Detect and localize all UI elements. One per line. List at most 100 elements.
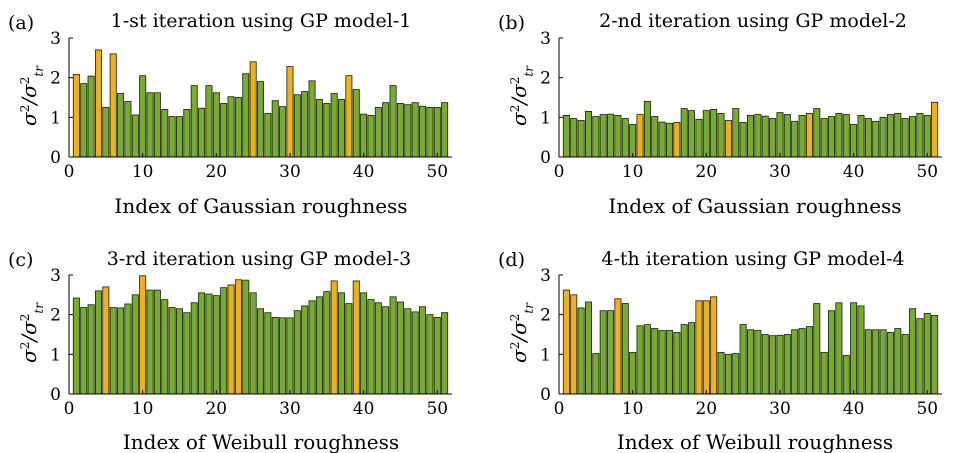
panel-c-bar-21 <box>220 287 228 395</box>
panel-c-bar-15 <box>175 308 183 395</box>
panel-c-bar-20 <box>212 295 220 395</box>
panel-a-bar-11 <box>146 92 154 158</box>
panel-a-bar-36 <box>330 93 338 158</box>
panel-c-bar-44 <box>389 296 397 395</box>
panel-c-bar-38 <box>345 303 353 395</box>
panel-d-bar-20 <box>702 300 710 395</box>
panel-c-title: 3-rd iteration using GP model-3 <box>107 248 412 270</box>
panel-c-bar-13 <box>161 299 169 395</box>
panel-b-ytick-label-3: 3 <box>540 29 551 49</box>
panel-c-axes: 0 10 20 30 40 50 0 1 2 3 <box>50 266 452 419</box>
panel-d: (d) 4-th iteration using GP model-4 Inde… <box>498 248 942 453</box>
panel-b-bar-14 <box>658 121 666 158</box>
panel-b-bar-42 <box>864 118 872 158</box>
panel-a-bar-31 <box>293 94 301 158</box>
panel-b-bar-34 <box>805 112 813 158</box>
panel-a: (a) 1-st iteration using GP model-1 Inde… <box>8 10 452 218</box>
panel-a-bar-13 <box>161 109 169 158</box>
panel-b-bar-16 <box>673 122 681 158</box>
panel-c-bar-22 <box>227 284 235 395</box>
panel-c-letter: (c) <box>8 249 33 271</box>
panel-b-bar-13 <box>651 116 659 158</box>
panel-a-xtick-label-50: 50 <box>426 162 448 182</box>
panel-d-bar-37 <box>828 310 836 395</box>
panel-b-bar-1 <box>562 114 570 158</box>
panel-a-bar-29 <box>279 106 287 158</box>
panel-c-bar-46 <box>404 308 412 395</box>
panel-c-ytick-label-3: 3 <box>50 266 61 286</box>
panel-b-bar-23 <box>724 120 732 158</box>
panel-c-bar-25 <box>249 292 257 395</box>
panel-c: (c) 3-rd iteration using GP model-3 Inde… <box>8 248 452 453</box>
panel-b-bar-43 <box>872 120 880 158</box>
panel-d-bar-43 <box>872 329 880 395</box>
panel-d-bar-41 <box>857 305 865 395</box>
panel-c-bar-10 <box>139 275 147 395</box>
panel-b-bar-20 <box>702 110 710 158</box>
panel-d-bar-50 <box>923 313 931 395</box>
panel-c-ytick-label-2: 2 <box>50 306 61 326</box>
panel-a-ytick-label-1: 1 <box>50 108 61 128</box>
panel-b-bar-15 <box>665 122 673 158</box>
panel-a-bars <box>72 49 449 158</box>
svg-text:σ2/σ2tr: σ2/σ2tr <box>17 65 46 126</box>
panel-c-xtick-label-20: 20 <box>205 399 227 419</box>
panel-b-bar-32 <box>791 120 799 158</box>
panel-d-bar-34 <box>805 326 813 395</box>
panel-d-bar-24 <box>732 353 740 395</box>
panel-a-ytick-label-3: 3 <box>50 29 61 49</box>
panel-c-bar-9 <box>131 294 139 395</box>
panel-c-bar-2 <box>80 307 88 395</box>
panel-a-bar-10 <box>139 75 147 158</box>
panel-c-bar-1 <box>72 297 80 395</box>
panel-d-bar-17 <box>680 324 688 395</box>
panel-c-xtick-label-10: 10 <box>132 399 154 419</box>
panel-c-bar-34 <box>315 296 323 395</box>
panel-a-bar-38 <box>345 75 353 158</box>
panel-c-bar-31 <box>293 310 301 395</box>
panel-b-bar-24 <box>732 108 740 158</box>
panel-c-xtick-label-40: 40 <box>353 399 375 419</box>
panel-a-bar-33 <box>308 80 316 158</box>
panel-d-bar-19 <box>695 300 703 395</box>
panel-a-bar-8 <box>124 101 132 158</box>
panel-c-bar-37 <box>338 292 346 395</box>
panel-d-bar-39 <box>842 355 850 395</box>
panel-a-bar-3 <box>87 75 95 158</box>
panel-d-ylabel: σ2/σ2tr <box>507 302 536 363</box>
panel-c-bar-43 <box>382 306 390 395</box>
panel-a-bar-24 <box>242 73 250 158</box>
panel-d-bar-26 <box>747 329 754 395</box>
panel-b-bar-10 <box>629 124 637 158</box>
panel-d-bar-13 <box>651 328 659 395</box>
panel-c-bar-49 <box>426 314 434 395</box>
panel-d-bar-16 <box>673 332 681 395</box>
panel-d-bar-9 <box>621 303 629 395</box>
panel-a-bar-28 <box>271 100 279 158</box>
panel-d-bar-38 <box>835 302 843 395</box>
panel-a-bar-26 <box>257 81 265 158</box>
panel-c-bar-7 <box>117 307 125 395</box>
panel-d-bar-3 <box>577 307 585 395</box>
panel-b-bar-51 <box>931 101 939 158</box>
panel-a-bar-43 <box>382 102 390 158</box>
panel-d-bars <box>562 289 939 395</box>
panel-b-bar-38 <box>835 112 843 158</box>
panel-b-bar-2 <box>570 118 578 158</box>
panel-c-bar-4 <box>94 290 102 395</box>
panel-b-xtick-label-0: 0 <box>554 162 565 182</box>
panel-c-xtick-label-30: 30 <box>279 399 301 419</box>
panel-b-bar-19 <box>695 118 703 158</box>
panel-a-bar-23 <box>234 97 242 158</box>
panel-a-bar-49 <box>426 107 434 158</box>
panel-d-bar-5 <box>592 353 600 395</box>
panel-c-bars <box>72 275 449 395</box>
panel-a-axes: 0 10 20 30 40 50 0 1 2 3 <box>50 29 452 182</box>
panel-b-bar-50 <box>923 114 931 158</box>
panel-d-bar-46 <box>894 328 902 395</box>
panel-c-ytick-label-0: 0 <box>50 385 61 405</box>
panel-d-bar-22 <box>717 351 725 395</box>
panel-b-bar-6 <box>599 114 607 158</box>
panel-a-bar-7 <box>117 93 125 158</box>
